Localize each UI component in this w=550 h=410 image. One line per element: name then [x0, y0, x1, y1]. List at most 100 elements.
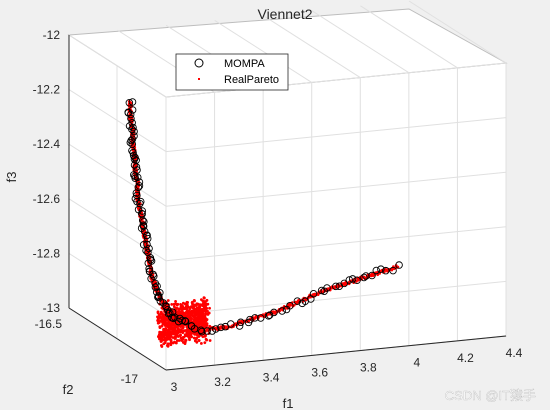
realpareto-point	[194, 332, 198, 336]
realpareto-point	[196, 302, 200, 306]
realpareto-point	[206, 309, 209, 313]
mompa-point	[181, 317, 190, 326]
mompa-point	[144, 259, 153, 267]
legend: MOMPA RealPareto	[175, 53, 289, 91]
mompa-point	[129, 123, 137, 132]
realpareto-point	[168, 330, 172, 333]
realpareto-point	[238, 320, 242, 323]
realpareto-point	[193, 339, 197, 343]
realpareto-point	[178, 334, 182, 337]
mompa-point	[130, 171, 138, 179]
realpareto-point	[191, 311, 195, 314]
z-axis-label: f3	[4, 172, 19, 183]
realpareto-point	[203, 316, 207, 320]
mompa-point	[147, 274, 155, 283]
mompa-point	[153, 282, 161, 290]
realpareto-point	[193, 307, 197, 311]
mompa-point	[278, 307, 286, 315]
realpareto-point	[205, 298, 209, 302]
x-top-gridline	[360, 5, 458, 69]
realpareto-point	[176, 327, 180, 331]
legend-box	[175, 53, 289, 91]
z-gridline-right	[165, 280, 507, 316]
realpareto-point	[179, 303, 182, 306]
chart-title: Viennet2	[257, 6, 312, 22]
z-tick-label: -12	[43, 28, 61, 42]
mompa-point	[128, 125, 136, 134]
realpareto-point	[158, 332, 162, 336]
realpareto-point	[181, 338, 185, 341]
mompa-point	[372, 266, 381, 275]
z-tick-label: -12.2	[33, 83, 61, 97]
realpareto-point	[193, 321, 197, 325]
realpareto-point	[183, 314, 187, 318]
realpareto-point	[174, 335, 177, 339]
mompa-point	[142, 246, 150, 255]
realpareto-point	[190, 301, 194, 305]
x-axis-label: f1	[283, 396, 294, 410]
realpareto-point	[167, 327, 170, 331]
realpareto-point	[164, 303, 168, 307]
realpareto-point	[160, 311, 163, 315]
realpareto-point	[162, 335, 166, 339]
z-tick-label: -12.4	[33, 137, 61, 151]
realpareto-point	[205, 328, 209, 331]
mompa-point	[127, 114, 135, 123]
realpareto-point	[162, 338, 166, 342]
realpareto-point	[247, 319, 250, 323]
y-tick-label: -17	[121, 372, 139, 386]
mompa-point	[152, 288, 161, 296]
realpareto-point	[215, 327, 218, 330]
realpareto-point	[183, 329, 187, 333]
realpareto-point	[180, 309, 184, 313]
realpareto-point	[159, 316, 163, 319]
realpareto-point	[188, 307, 192, 311]
mompa-point	[130, 155, 139, 163]
mompa-point	[323, 284, 331, 292]
x-top-gridline	[311, 10, 410, 74]
x-tick-label: 3.6	[311, 365, 328, 379]
x-tick-label: 4.2	[457, 351, 474, 365]
mompa-point	[227, 320, 235, 328]
x-tick-label: 3.4	[263, 370, 280, 384]
gridlines	[68, 0, 507, 371]
mompa-point	[127, 136, 135, 145]
realpareto-point	[183, 342, 187, 346]
realpareto-point	[188, 329, 192, 333]
mompa-point	[143, 234, 152, 243]
z-tick-label: -12.6	[33, 192, 61, 206]
realpareto-point	[283, 307, 287, 310]
realpareto-point	[202, 325, 206, 329]
mompa-point	[368, 271, 376, 280]
mompa-point	[235, 322, 244, 330]
realpareto-point	[202, 319, 206, 323]
mompa-point	[236, 318, 245, 327]
mompa-point	[362, 272, 370, 280]
mompa-point	[389, 266, 397, 275]
mompa-point	[256, 314, 265, 322]
realpareto-point	[185, 310, 188, 314]
realpareto-point	[160, 345, 164, 348]
mompa-point	[203, 327, 211, 335]
realpareto-point	[274, 310, 277, 313]
realpareto-point	[162, 342, 166, 346]
realpareto-point	[186, 314, 189, 318]
mompa-point	[143, 231, 151, 239]
legend-mompa-label: MOMPA	[224, 58, 265, 70]
mompa-point	[140, 217, 148, 226]
realpareto-point	[178, 330, 182, 334]
mompa-point	[360, 273, 368, 282]
realpareto-point	[204, 303, 208, 307]
mompa-point	[128, 98, 137, 106]
realpareto-point	[201, 322, 205, 326]
realpareto-point	[166, 337, 169, 341]
realpareto-point	[187, 311, 191, 314]
realpareto-point	[166, 332, 169, 335]
back-panel-right	[165, 62, 507, 371]
mompa-point	[125, 99, 134, 107]
realpareto-point	[197, 339, 201, 342]
realpareto-point	[201, 309, 205, 313]
mompa-point	[145, 265, 153, 273]
realpareto-point	[174, 329, 177, 333]
realpareto-point	[204, 337, 208, 341]
